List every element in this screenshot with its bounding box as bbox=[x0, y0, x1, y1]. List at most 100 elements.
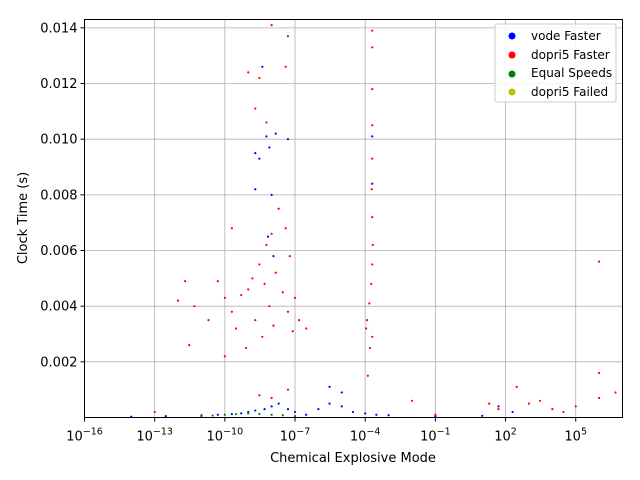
x-tick-label: 102 bbox=[494, 427, 517, 445]
data-point bbox=[291, 330, 294, 333]
data-point bbox=[200, 415, 203, 418]
data-point bbox=[272, 254, 275, 258]
data-point bbox=[481, 414, 484, 417]
data-point bbox=[539, 399, 542, 402]
data-point bbox=[270, 23, 273, 27]
data-point bbox=[265, 243, 268, 247]
data-point bbox=[371, 263, 374, 266]
data-point bbox=[281, 291, 284, 294]
y-tick-label: 0.008 bbox=[40, 188, 77, 203]
data-point bbox=[305, 327, 308, 330]
x-tick-label: 10−13 bbox=[136, 427, 173, 445]
data-point bbox=[211, 414, 214, 417]
data-point bbox=[284, 65, 287, 68]
data-point bbox=[270, 193, 273, 196]
y-axis-label: Clock Time (s) bbox=[16, 172, 31, 264]
data-point bbox=[254, 151, 257, 155]
data-point bbox=[230, 227, 233, 230]
data-point bbox=[261, 65, 264, 68]
data-point bbox=[328, 385, 331, 388]
data-point bbox=[240, 412, 243, 415]
data-point bbox=[207, 318, 210, 322]
data-point bbox=[223, 355, 226, 358]
legend-marker-equal-speeds bbox=[508, 70, 516, 78]
data-point bbox=[598, 260, 601, 263]
data-point bbox=[274, 132, 277, 135]
data-point bbox=[351, 410, 355, 414]
data-point bbox=[598, 371, 601, 375]
data-point bbox=[277, 207, 280, 210]
data-point bbox=[272, 324, 275, 327]
data-point bbox=[387, 414, 390, 417]
data-point bbox=[223, 296, 226, 299]
legend-label-vode-faster: vode Faster bbox=[531, 29, 601, 43]
data-point bbox=[305, 413, 308, 416]
y-tick-label: 0.006 bbox=[40, 244, 77, 259]
data-point bbox=[293, 296, 297, 299]
x-tick-label: 105 bbox=[564, 427, 587, 445]
data-point bbox=[370, 282, 373, 286]
data-point bbox=[234, 413, 238, 416]
data-point bbox=[527, 402, 531, 405]
data-point bbox=[223, 413, 226, 416]
legend-label-dopri5-failed: dopri5 Failed bbox=[531, 85, 608, 99]
data-point bbox=[247, 71, 250, 74]
data-point bbox=[371, 46, 374, 49]
x-tick-label: 10−1 bbox=[420, 427, 451, 445]
data-point bbox=[266, 235, 270, 238]
data-point bbox=[270, 413, 273, 416]
data-point bbox=[371, 335, 374, 338]
series-equal-speeds bbox=[200, 412, 297, 418]
data-point bbox=[340, 391, 343, 394]
data-point bbox=[371, 135, 374, 138]
legend: vode Faster dopri5 Faster Equal Speeds d… bbox=[494, 23, 617, 103]
y-tick-label: 0.010 bbox=[40, 133, 77, 148]
data-point bbox=[598, 396, 601, 400]
data-point bbox=[216, 280, 219, 283]
data-point bbox=[375, 413, 378, 416]
data-point bbox=[371, 29, 374, 32]
data-point bbox=[254, 318, 257, 322]
data-point bbox=[371, 157, 374, 160]
legend-marker-dopri5-failed bbox=[508, 88, 516, 96]
x-tick-label: 10−10 bbox=[207, 427, 244, 445]
data-point bbox=[258, 76, 261, 80]
data-point bbox=[410, 399, 414, 402]
data-point bbox=[254, 107, 257, 110]
data-point bbox=[293, 415, 297, 418]
data-point bbox=[247, 288, 250, 291]
x-tick-label: 10−7 bbox=[280, 427, 311, 445]
data-point bbox=[371, 216, 374, 219]
data-point bbox=[368, 302, 371, 305]
data-point bbox=[286, 310, 290, 313]
data-point bbox=[286, 35, 290, 38]
data-point bbox=[497, 405, 500, 408]
y-tick-label: 0.012 bbox=[40, 77, 77, 92]
data-point bbox=[263, 282, 266, 286]
x-axis-ticks: 10−16 10−13 10−10 10−7 10−4 10−1 102 105 bbox=[66, 417, 587, 445]
x-tick-label: 10−4 bbox=[350, 427, 381, 445]
data-point bbox=[614, 391, 617, 394]
data-point bbox=[258, 263, 261, 266]
data-point bbox=[274, 271, 277, 274]
data-point bbox=[258, 394, 261, 397]
data-point bbox=[317, 408, 320, 411]
data-point bbox=[164, 415, 167, 418]
legend-label-equal-speeds: Equal Speeds bbox=[531, 66, 612, 80]
data-point bbox=[562, 410, 565, 414]
data-point bbox=[176, 299, 180, 302]
legend-marker-dopri5-faster bbox=[508, 51, 516, 59]
data-point bbox=[244, 346, 248, 350]
data-point bbox=[234, 327, 238, 330]
data-point bbox=[277, 402, 280, 405]
data-point bbox=[188, 344, 191, 347]
data-point bbox=[286, 138, 290, 141]
data-point bbox=[240, 293, 243, 297]
data-point bbox=[288, 254, 291, 258]
data-point bbox=[574, 405, 577, 408]
data-point bbox=[258, 157, 261, 160]
data-point bbox=[261, 335, 264, 338]
y-tick-label: 0.004 bbox=[40, 300, 77, 315]
legend-marker-vode-faster bbox=[508, 32, 516, 40]
